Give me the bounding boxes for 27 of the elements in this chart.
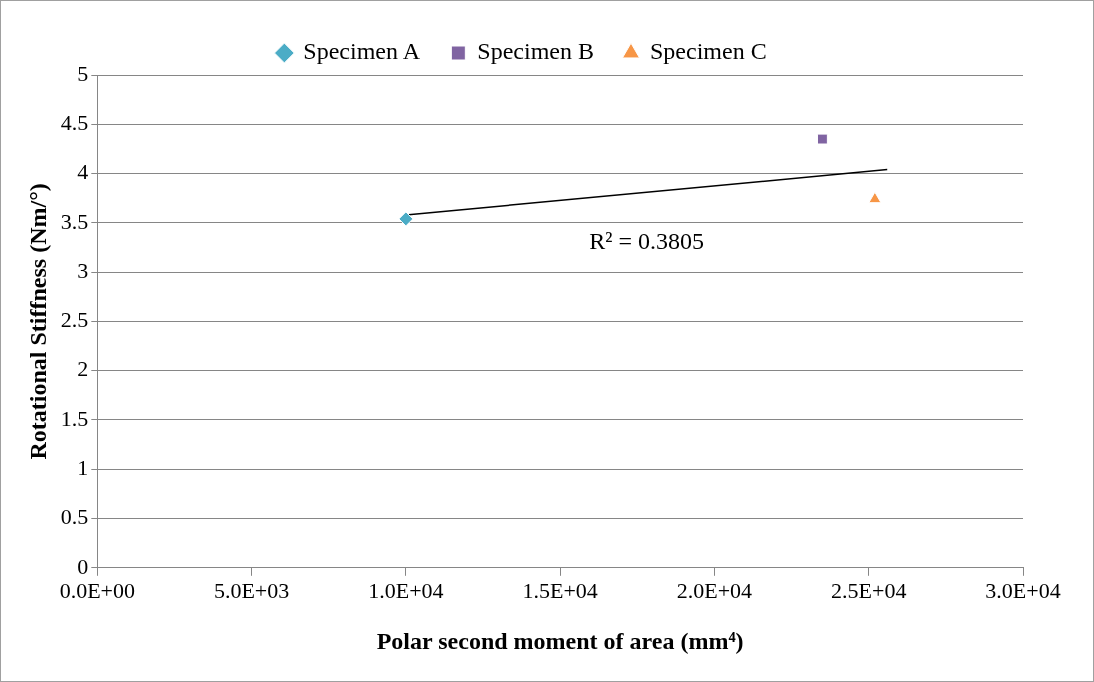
x-tick-label: 3.0E+04 (985, 577, 1061, 603)
legend-label: Specimen C (649, 38, 767, 65)
y-tick-label: 1 (77, 455, 89, 481)
legend-label: Specimen A (303, 38, 421, 65)
y-tick-label: 3 (77, 257, 89, 283)
y-tick-label: 4 (77, 159, 89, 185)
y-tick-label: 0.5 (60, 504, 89, 530)
y-tick-label: 1.5 (60, 405, 89, 431)
point (398, 211, 414, 227)
x-tick-label: 1.5E+04 (522, 577, 598, 603)
y-tick-label: 0 (77, 553, 89, 579)
x-tick-label: 0.0E+00 (59, 577, 135, 603)
x-tick-label: 2.0E+04 (676, 577, 753, 603)
y-tick-label: 2 (77, 356, 89, 382)
x-tick-label: 2.5E+04 (831, 577, 907, 603)
y-tick-label: 2.5 (60, 307, 89, 333)
y-tick-label: 5 (77, 60, 89, 86)
x-tick-label: 1.0E+04 (368, 577, 444, 603)
legend-label: Specimen B (477, 38, 594, 65)
x-tick-label: 5.0E+03 (213, 577, 290, 603)
y-axis-title: Rotational Stiffness (Nm/°) (24, 183, 51, 460)
x-axis-title: Polar second moment of area (mm⁴) (376, 627, 744, 654)
y-tick-label: 3.5 (60, 208, 89, 234)
y-tick-label: 4.5 (60, 110, 89, 136)
point (868, 191, 882, 204)
annotation: R² = 0.3805 (589, 227, 704, 254)
point (816, 133, 828, 145)
